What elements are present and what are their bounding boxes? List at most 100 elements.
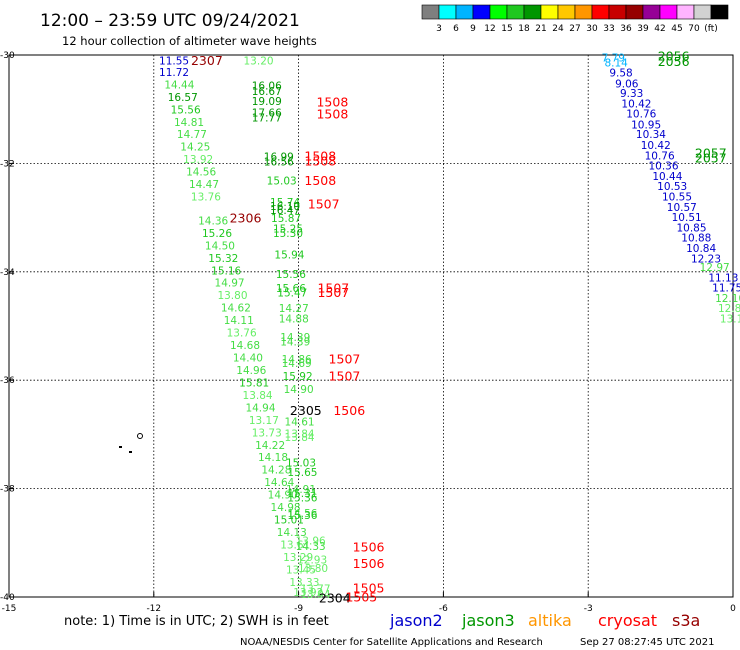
legend-swatch bbox=[574, 4, 593, 20]
swh-value-label: 10.42 bbox=[641, 140, 671, 152]
legend-tick-label: 27 bbox=[569, 24, 580, 34]
swh-value-label: 10.44 bbox=[652, 171, 682, 183]
swh-value-label: 11.13 bbox=[708, 272, 738, 284]
swh-value-label: 10.51 bbox=[672, 212, 702, 224]
legend-swatch bbox=[608, 4, 627, 20]
swh-value-label: 13.84 bbox=[243, 390, 273, 402]
swh-value-label: 14.28 bbox=[261, 465, 291, 477]
swh-value-label: 10.85 bbox=[676, 222, 706, 234]
y-tick-label: -34 bbox=[0, 268, 15, 278]
swh-value-label: 14.68 bbox=[230, 340, 260, 352]
time-label: 2304 bbox=[319, 591, 351, 606]
time-label: 2057 bbox=[695, 151, 727, 166]
swh-value-label: 16.56 bbox=[264, 156, 294, 168]
swh-value-label: 12.23 bbox=[691, 253, 721, 265]
swh-value-label: 9.33 bbox=[620, 88, 643, 100]
swh-value-label: 14.39 bbox=[280, 336, 310, 348]
legend-swatch bbox=[421, 4, 440, 20]
time-label: 2056 bbox=[658, 54, 690, 69]
swh-value-label: 14.11 bbox=[224, 315, 254, 327]
swh-value-label: 13.76 bbox=[227, 328, 257, 340]
swh-value-label: 16.06 bbox=[252, 80, 282, 92]
swh-value-label: 15.30 bbox=[273, 228, 303, 240]
swh-value-label: 13.84 bbox=[285, 428, 315, 440]
swh-value-label: 13.96 bbox=[296, 536, 326, 548]
swh-value-label: 13.13 bbox=[720, 313, 740, 325]
swh-value-label: 17.66 bbox=[252, 108, 282, 120]
swh-value-label: 15.92 bbox=[283, 371, 313, 383]
swh-value-label: 15.36 bbox=[287, 492, 317, 504]
chart-subtitle: 12 hour collection of altimeter wave hei… bbox=[62, 34, 317, 48]
swh-value-label: 13.73 bbox=[252, 427, 282, 439]
swh-value-label: 14.77 bbox=[177, 129, 207, 141]
legend-tick-label: 33 bbox=[603, 24, 614, 34]
legend-swatch bbox=[591, 4, 610, 20]
swh-value-label: 14.86 bbox=[282, 354, 312, 366]
wave-height-labels: 11.5511.7214.4416.5715.5614.8114.7714.25… bbox=[159, 49, 740, 606]
swh-value-label: 14.25 bbox=[180, 142, 210, 154]
swh-value-label: 10.88 bbox=[681, 233, 711, 245]
swh-value-label: 15.31 bbox=[287, 488, 317, 500]
color-scale-legend: 3 6 9 12 15 18 21 24 27 30 33 36 39 42 45 70 (ft) bbox=[421, 4, 729, 34]
swh-value-label: 15.26 bbox=[202, 228, 232, 240]
legend-swatch bbox=[676, 4, 695, 20]
swh-value-label: 14.56 bbox=[186, 167, 216, 179]
swh-value-label: 11.75 bbox=[712, 283, 740, 295]
satellite-name-cryosat: cryosat bbox=[598, 611, 657, 630]
swh-value-label: 14.88 bbox=[279, 313, 309, 325]
swh-value-label: 9.58 bbox=[609, 67, 632, 79]
legend-swatch bbox=[506, 4, 525, 20]
swh-value-label: 14.44 bbox=[164, 79, 194, 91]
swh-value-label: 7.79 bbox=[602, 52, 625, 64]
swh-value-label: 12.93 bbox=[297, 555, 327, 567]
swh-value-label: 15.32 bbox=[208, 253, 238, 265]
swh-value-label: 10.34 bbox=[636, 129, 666, 141]
legend-swatch bbox=[625, 4, 644, 20]
time-label: 1505 bbox=[345, 590, 377, 605]
swh-value-label: 14.97 bbox=[215, 278, 245, 290]
grid-lines bbox=[9, 55, 733, 597]
swh-value-label: 15.94 bbox=[274, 250, 304, 262]
swh-value-label: 16.10 bbox=[270, 201, 300, 213]
swh-value-label: 15.65 bbox=[287, 467, 317, 479]
swh-value-label: 10.55 bbox=[662, 192, 692, 204]
swh-value-label: 14.47 bbox=[189, 179, 219, 191]
swh-value-label: 13.80 bbox=[298, 563, 328, 575]
island-dot bbox=[119, 446, 122, 448]
island-marks bbox=[119, 433, 143, 453]
legend-swatch bbox=[540, 4, 559, 20]
swh-value-label: 16.47 bbox=[270, 205, 300, 217]
swh-value-label: 13.61 bbox=[280, 540, 310, 552]
satellite-name-jason2: jason2 bbox=[389, 611, 443, 630]
footer-timestamp: Sep 27 08:27:45 UTC 2021 bbox=[580, 637, 714, 648]
legend-swatch bbox=[557, 4, 576, 20]
satellite-name-jason3: jason3 bbox=[461, 611, 515, 630]
swh-value-label: 14.62 bbox=[221, 303, 251, 315]
swh-value-label: 13.84 bbox=[285, 432, 315, 444]
swh-value-label: 16.57 bbox=[168, 92, 198, 104]
swh-value-label: 14.40 bbox=[233, 353, 263, 365]
swh-value-label: 13.94 bbox=[300, 589, 330, 601]
time-label: 1508 bbox=[304, 153, 336, 168]
time-label: 1508 bbox=[304, 173, 336, 188]
swh-value-label: 15.25 bbox=[273, 224, 303, 236]
legend-tick-label: 18 bbox=[518, 24, 530, 34]
island-outline bbox=[137, 433, 143, 439]
swh-value-label: 13.92 bbox=[183, 154, 213, 166]
legend-tick-label: 24 bbox=[552, 24, 564, 34]
swh-value-label: 10.36 bbox=[648, 161, 678, 173]
swh-value-label: 14.50 bbox=[205, 240, 235, 252]
satellite-name-altika: altika bbox=[528, 611, 572, 630]
legend-swatch bbox=[438, 4, 457, 20]
swh-value-label: 14.96 bbox=[236, 365, 266, 377]
swh-value-label: 14.22 bbox=[255, 440, 285, 452]
swh-value-label: 15.74 bbox=[270, 197, 300, 209]
swh-value-label: 15.56 bbox=[171, 104, 201, 116]
swh-value-label: 14.90 bbox=[268, 490, 298, 502]
swh-value-label: 15.03 bbox=[286, 458, 316, 470]
swh-value-label: 10.57 bbox=[667, 202, 697, 214]
swh-value-label: 14.18 bbox=[258, 452, 288, 464]
time-label: 1506 bbox=[353, 540, 385, 555]
time-label: 1506 bbox=[353, 556, 385, 571]
plot-frame bbox=[8, 54, 734, 598]
